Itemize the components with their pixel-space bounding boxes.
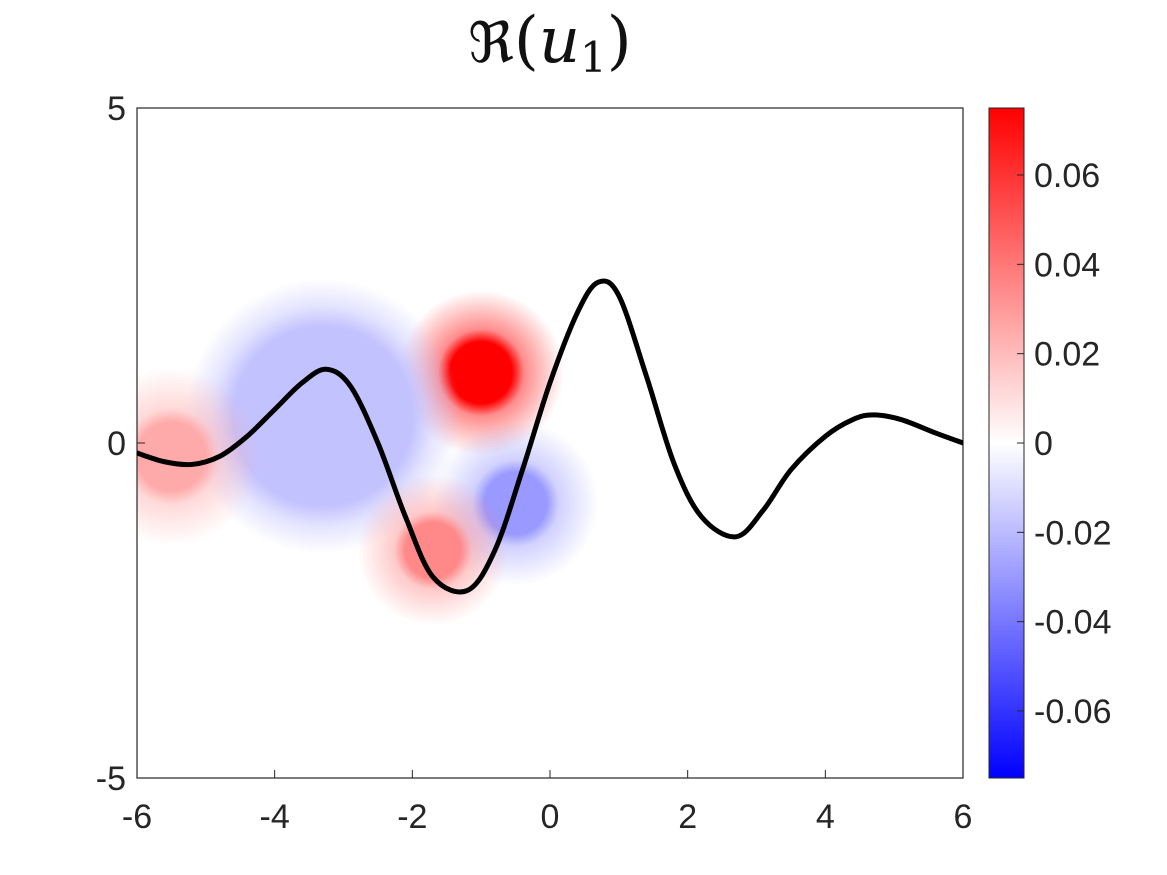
colorbar-tick-label: 0.02 xyxy=(1034,336,1100,374)
x-tick-label: 6 xyxy=(954,798,973,836)
x-tick-label: 4 xyxy=(816,798,835,836)
heatmap-blob xyxy=(137,366,261,546)
x-tick-label: -4 xyxy=(260,798,290,836)
y-tick-label: 0 xyxy=(107,425,126,463)
heatmap-field xyxy=(137,278,599,626)
chart-title: ℜ(u1) xyxy=(0,4,1100,82)
y-tick-label: -5 xyxy=(96,760,126,798)
x-tick-label: -6 xyxy=(122,798,152,836)
curve-line xyxy=(137,278,963,595)
x-tick-label: 2 xyxy=(678,798,697,836)
colorbar-tick-label: -0.06 xyxy=(1034,693,1112,731)
y-axis: -5 0 5 xyxy=(96,90,145,798)
title-close-paren: ) xyxy=(606,4,632,78)
colorbar-axis: 0.06 0.04 0.02 0 -0.02 -0.04 -0.06 xyxy=(1017,157,1112,731)
title-subscript: 1 xyxy=(580,33,607,82)
y-tick-label: 5 xyxy=(107,90,126,128)
x-tick-label: -2 xyxy=(397,798,427,836)
colorbar-tick-label: 0.06 xyxy=(1034,157,1100,195)
title-variable: u xyxy=(538,4,581,78)
colorbar-tick-label: -0.02 xyxy=(1034,514,1112,552)
title-real-part-symbol: ℜ xyxy=(468,11,514,76)
x-tick-label: 0 xyxy=(541,798,560,836)
colorbar-tick-label: 0 xyxy=(1034,425,1053,463)
heatmap-blob xyxy=(357,474,509,626)
colorbar-tick-label: 0.04 xyxy=(1034,246,1100,284)
x-axis: -6 -4 -2 0 2 4 6 xyxy=(122,770,973,836)
colorbar-tick-label: -0.04 xyxy=(1034,604,1112,642)
title-open-paren: ( xyxy=(513,4,539,78)
